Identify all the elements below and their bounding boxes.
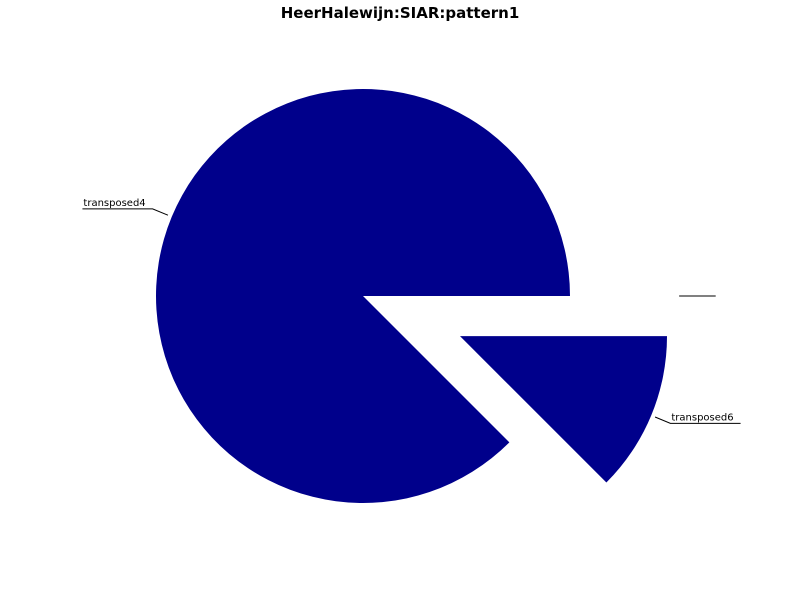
chart-title: HeerHalewijn:SIAR:pattern1 bbox=[280, 4, 520, 22]
labels-layer: transposed4 transposed6 bbox=[82, 198, 741, 424]
slice-label-0: transposed4 bbox=[83, 198, 145, 209]
label-leader-1 bbox=[654, 416, 741, 424]
pie-slice-0 bbox=[156, 88, 571, 503]
pie-slice-1 bbox=[460, 336, 668, 483]
label-leader-0 bbox=[82, 208, 169, 216]
slices-layer bbox=[156, 88, 668, 503]
slice-label-1: transposed6 bbox=[671, 412, 733, 423]
